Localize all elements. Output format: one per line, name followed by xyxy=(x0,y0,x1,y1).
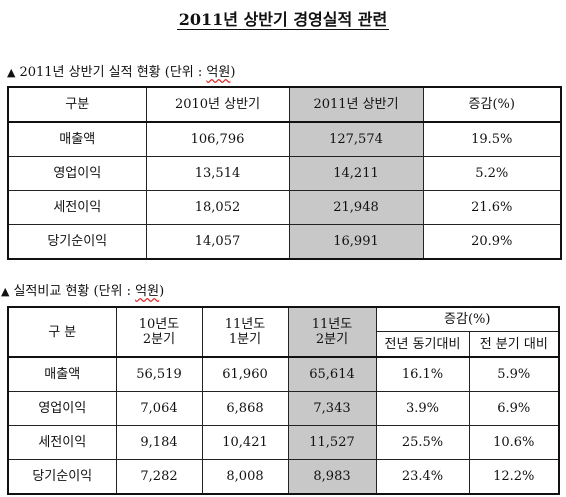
table2-caption-unit: 억원 xyxy=(135,284,160,299)
header-2011-h1: 2011년 상반기 xyxy=(288,86,424,123)
cell-value: 21.6% xyxy=(422,190,562,225)
header-line: 11년도 xyxy=(224,317,266,332)
table-row: 매출액 56,519 61,960 65,614 16.1% 5.9% xyxy=(7,356,560,392)
header-change: 증감(%) xyxy=(375,306,560,332)
table1-caption-unit: 억원 xyxy=(206,65,231,80)
header-category: 구 분 xyxy=(7,306,117,358)
cell-value: 5.9% xyxy=(468,356,560,392)
row-label: 당기순이익 xyxy=(7,224,147,260)
cell-value: 7,282 xyxy=(115,459,203,495)
header-11y-q1: 11년도 1분기 xyxy=(201,306,289,358)
cell-value: 19.5% xyxy=(422,121,562,157)
table-row: 당기순이익 7,282 8,008 8,983 23.4% 12.2% xyxy=(7,459,560,495)
cell-value: 6.9% xyxy=(468,391,560,426)
document-title: 2011년 상반기 경영실적 관련 xyxy=(0,6,566,30)
quarterly-comparison-table: 구 분 10년도 2분기 11년도 1분기 11년도 2분기 증감(%) 전년 … xyxy=(7,306,561,495)
cell-value: 8,008 xyxy=(201,459,289,495)
cell-value: 10.6% xyxy=(468,425,560,460)
table2-caption-suffix: ) xyxy=(159,284,165,299)
cell-value: 16.1% xyxy=(375,356,470,392)
header-10y-q2: 10년도 2분기 xyxy=(115,306,203,358)
cell-value: 11,527 xyxy=(287,425,377,460)
header-11y-q2: 11년도 2분기 xyxy=(287,306,377,358)
header-line: 1분기 xyxy=(228,332,262,347)
cell-value: 61,960 xyxy=(201,356,289,392)
table1-caption: ▲ 2011년 상반기 실적 현황 (단위 : 억원) xyxy=(7,65,235,81)
cell-value: 25.5% xyxy=(375,425,470,460)
cell-value: 10,421 xyxy=(201,425,289,460)
table2-caption-prefix: 실적비교 현황 (단위 : xyxy=(13,284,131,299)
cell-value: 9,184 xyxy=(115,425,203,460)
header-change: 증감(%) xyxy=(422,86,562,123)
document-title-text: 2011년 상반기 경영실적 관련 xyxy=(176,10,390,30)
cell-value: 14,057 xyxy=(145,224,290,260)
cell-value: 23.4% xyxy=(375,459,470,495)
cell-value: 16,991 xyxy=(288,224,424,260)
cell-value: 13,514 xyxy=(145,156,290,191)
cell-value: 8,983 xyxy=(287,459,377,495)
row-label: 매출액 xyxy=(7,121,147,157)
table-row: 세전이익 9,184 10,421 11,527 25.5% 10.6% xyxy=(7,425,560,460)
table-row: 당기순이익 14,057 16,991 20.9% xyxy=(7,224,562,260)
cell-value: 21,948 xyxy=(288,190,424,225)
row-label: 매출액 xyxy=(7,356,117,392)
table-row: 영업이익 13,514 14,211 5.2% xyxy=(7,156,562,191)
cell-value: 106,796 xyxy=(145,121,290,157)
half-year-results-table: 구분 2010년 상반기 2011년 상반기 증감(%) 매출액 106,796… xyxy=(7,86,562,260)
header-line: 2분기 xyxy=(315,332,349,347)
cell-value: 6,868 xyxy=(201,391,289,426)
table-row: 매출액 106,796 127,574 19.5% xyxy=(7,121,562,157)
table-row: 영업이익 7,064 6,868 7,343 3.9% 6.9% xyxy=(7,391,560,426)
row-label: 영업이익 xyxy=(7,156,147,191)
table1-caption-prefix: 2011년 상반기 실적 현황 (단위 : xyxy=(19,65,203,80)
cell-value: 7,064 xyxy=(115,391,203,426)
cell-value: 7,343 xyxy=(287,391,377,426)
header-2010-h1: 2010년 상반기 xyxy=(145,86,290,123)
triangle-bullet-icon: ▲ xyxy=(1,285,10,298)
table1-caption-suffix: ) xyxy=(230,65,236,80)
cell-value: 127,574 xyxy=(288,121,424,157)
cell-value: 3.9% xyxy=(375,391,470,426)
table-header-row: 구 분 10년도 2분기 11년도 1분기 11년도 2분기 증감(%) xyxy=(7,306,560,358)
table-row: 세전이익 18,052 21,948 21.6% xyxy=(7,190,562,225)
table2-caption: ▲ 실적비교 현황 (단위 : 억원) xyxy=(1,284,164,300)
header-line: 10년도 xyxy=(138,317,180,332)
header-line: 11년도 xyxy=(311,317,353,332)
triangle-bullet-icon: ▲ xyxy=(7,66,16,79)
cell-value: 20.9% xyxy=(422,224,562,260)
header-line: 2분기 xyxy=(142,332,176,347)
header-category: 구분 xyxy=(7,86,147,123)
table-header-row: 구분 2010년 상반기 2011년 상반기 증감(%) xyxy=(7,86,562,123)
cell-value: 18,052 xyxy=(145,190,290,225)
row-label: 당기순이익 xyxy=(7,459,117,495)
row-label: 세전이익 xyxy=(7,425,117,460)
cell-value: 56,519 xyxy=(115,356,203,392)
row-label: 세전이익 xyxy=(7,190,147,225)
table-header-row: 전년 동기대비 전 분기 대비 xyxy=(8,331,560,358)
cell-value: 5.2% xyxy=(422,156,562,191)
cell-value: 65,614 xyxy=(287,356,377,392)
cell-value: 12.2% xyxy=(468,459,560,495)
header-change-yoy: 전년 동기대비 xyxy=(375,331,470,358)
cell-value: 14,211 xyxy=(288,156,424,191)
row-label: 영업이익 xyxy=(7,391,117,426)
header-change-qoq: 전 분기 대비 xyxy=(468,331,560,358)
